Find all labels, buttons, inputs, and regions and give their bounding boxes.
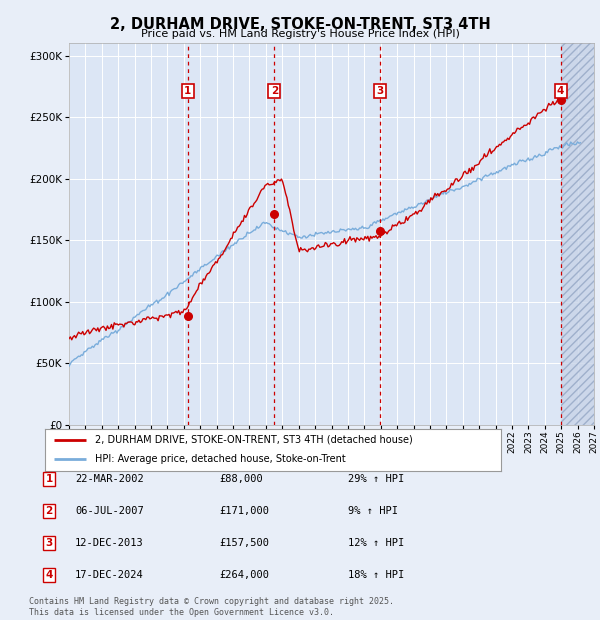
- Text: £157,500: £157,500: [219, 538, 269, 548]
- Text: 2, DURHAM DRIVE, STOKE-ON-TRENT, ST3 4TH: 2, DURHAM DRIVE, STOKE-ON-TRENT, ST3 4TH: [110, 17, 490, 32]
- Text: Contains HM Land Registry data © Crown copyright and database right 2025.
This d: Contains HM Land Registry data © Crown c…: [29, 598, 394, 617]
- Text: 12% ↑ HPI: 12% ↑ HPI: [348, 538, 404, 548]
- Text: HPI: Average price, detached house, Stoke-on-Trent: HPI: Average price, detached house, Stok…: [95, 454, 346, 464]
- Text: 29% ↑ HPI: 29% ↑ HPI: [348, 474, 404, 484]
- Text: £88,000: £88,000: [219, 474, 263, 484]
- Text: 4: 4: [557, 86, 564, 96]
- Text: 12-DEC-2013: 12-DEC-2013: [75, 538, 144, 548]
- Text: Price paid vs. HM Land Registry's House Price Index (HPI): Price paid vs. HM Land Registry's House …: [140, 29, 460, 39]
- Text: £264,000: £264,000: [219, 570, 269, 580]
- Text: 22-MAR-2002: 22-MAR-2002: [75, 474, 144, 484]
- Text: 3: 3: [376, 86, 383, 96]
- Bar: [561, 43, 594, 425]
- Text: 18% ↑ HPI: 18% ↑ HPI: [348, 570, 404, 580]
- Text: 9% ↑ HPI: 9% ↑ HPI: [348, 506, 398, 516]
- Text: 3: 3: [46, 538, 53, 548]
- Text: 2: 2: [271, 86, 278, 96]
- Text: 1: 1: [46, 474, 53, 484]
- Text: 2, DURHAM DRIVE, STOKE-ON-TRENT, ST3 4TH (detached house): 2, DURHAM DRIVE, STOKE-ON-TRENT, ST3 4TH…: [95, 435, 413, 445]
- Text: 17-DEC-2024: 17-DEC-2024: [75, 570, 144, 580]
- Bar: [561, 43, 594, 425]
- Text: 06-JUL-2007: 06-JUL-2007: [75, 506, 144, 516]
- Text: 2: 2: [46, 506, 53, 516]
- Text: 4: 4: [46, 570, 53, 580]
- Text: £171,000: £171,000: [219, 506, 269, 516]
- Text: 1: 1: [184, 86, 191, 96]
